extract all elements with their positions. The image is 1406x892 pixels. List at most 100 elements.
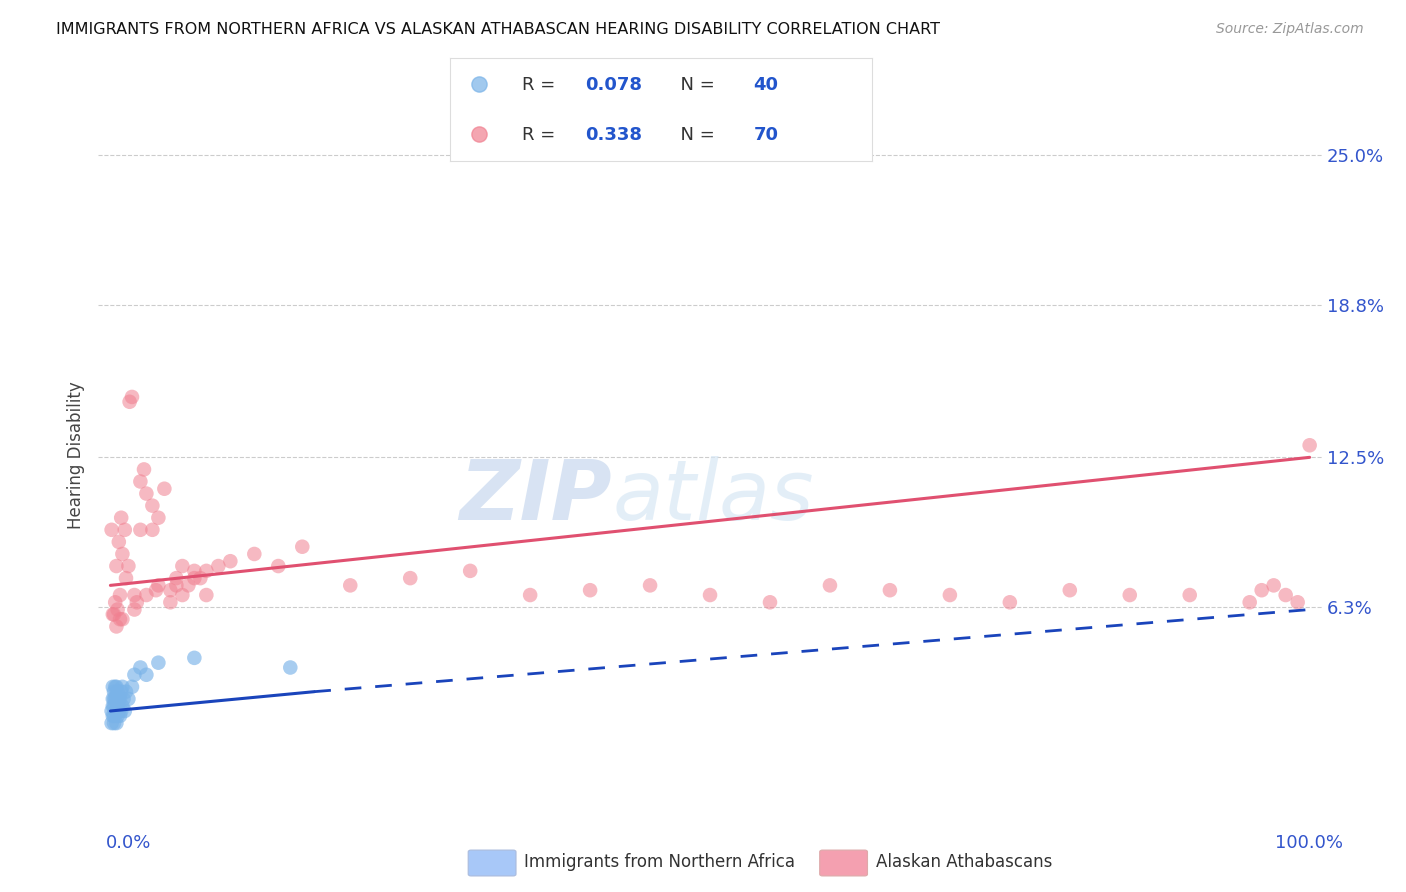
Point [104, 680, 127, 694]
Point [108, 704, 131, 718]
Point [105, 619, 128, 633]
Point [188, 571, 212, 585]
Point [105, 716, 128, 731]
Point [103, 699, 125, 714]
Point [111, 680, 134, 694]
Text: Source: ZipAtlas.com: Source: ZipAtlas.com [1216, 22, 1364, 37]
Text: 0.338: 0.338 [585, 126, 643, 144]
Point [145, 583, 167, 598]
Point [108, 692, 131, 706]
Point [219, 554, 242, 568]
Point [267, 559, 290, 574]
Point [135, 667, 157, 681]
Point [1059, 583, 1081, 598]
Point [243, 547, 266, 561]
Point [1178, 588, 1201, 602]
Point [103, 716, 125, 731]
Point [129, 660, 152, 674]
Point [111, 699, 134, 714]
Point [1119, 588, 1142, 602]
Point [939, 588, 962, 602]
Point [117, 559, 139, 574]
Point [105, 680, 128, 694]
Point [121, 390, 143, 404]
Point [183, 571, 205, 585]
Point [101, 699, 124, 714]
Point [818, 578, 841, 592]
Point [339, 578, 361, 592]
Text: 0.0%: 0.0% [105, 834, 150, 852]
Text: R =: R = [522, 76, 561, 94]
Point [103, 607, 125, 622]
Point [172, 588, 194, 602]
Point [105, 559, 128, 574]
Point [124, 602, 146, 616]
Point [183, 564, 205, 578]
Point [111, 547, 134, 561]
Point [114, 704, 136, 718]
Point [148, 656, 170, 670]
Point [103, 692, 125, 706]
Point [177, 578, 200, 592]
Point [579, 583, 602, 598]
Point [107, 708, 129, 723]
Point [998, 595, 1021, 609]
Point [110, 684, 132, 698]
Point [124, 588, 146, 602]
Point [105, 692, 128, 706]
Point [115, 684, 138, 698]
Point [1286, 595, 1309, 609]
Point [195, 564, 218, 578]
Text: Alaskan Athabascans: Alaskan Athabascans [876, 853, 1052, 871]
Text: N =: N = [669, 76, 721, 94]
Point [278, 660, 301, 674]
Point [125, 595, 148, 609]
Point [153, 482, 176, 496]
Point [111, 612, 134, 626]
Text: 70: 70 [754, 126, 779, 144]
Text: Immigrants from Northern Africa: Immigrants from Northern Africa [524, 853, 796, 871]
Point [104, 692, 127, 706]
Point [105, 704, 128, 718]
Point [399, 571, 422, 585]
Point [759, 595, 782, 609]
Point [118, 394, 141, 409]
Point [103, 708, 125, 723]
Point [108, 535, 131, 549]
Point [141, 499, 163, 513]
Point [110, 510, 132, 524]
Point [117, 692, 139, 706]
Point [124, 667, 146, 681]
Point [107, 684, 129, 698]
Point [519, 588, 541, 602]
Point [114, 523, 136, 537]
Point [104, 595, 127, 609]
Text: 40: 40 [754, 76, 779, 94]
Point [1239, 595, 1261, 609]
Point [108, 588, 131, 602]
Text: ZIP: ZIP [460, 456, 612, 537]
Point [112, 692, 135, 706]
Point [1298, 438, 1320, 452]
Point [129, 475, 152, 489]
Point [103, 684, 125, 698]
Point [104, 704, 127, 718]
Point [879, 583, 901, 598]
Text: IMMIGRANTS FROM NORTHERN AFRICA VS ALASKAN ATHABASCAN HEARING DISABILITY CORRELA: IMMIGRANTS FROM NORTHERN AFRICA VS ALASK… [56, 22, 941, 37]
Point [101, 692, 124, 706]
Point [458, 564, 481, 578]
Point [165, 571, 187, 585]
Point [291, 540, 314, 554]
Point [108, 612, 131, 626]
Point [108, 692, 131, 706]
Text: atlas: atlas [612, 456, 814, 537]
Point [699, 588, 721, 602]
Point [100, 704, 122, 718]
Text: R =: R = [522, 126, 561, 144]
Point [107, 602, 129, 616]
Point [121, 680, 143, 694]
Point [141, 523, 163, 537]
Point [159, 595, 181, 609]
Point [101, 708, 124, 723]
Point [207, 559, 229, 574]
